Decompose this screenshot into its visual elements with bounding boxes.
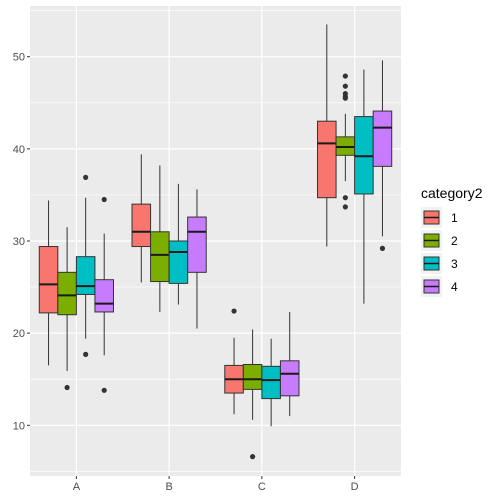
box-C-3 (261, 338, 281, 427)
y-tick-label: 10 (13, 420, 25, 432)
box-body (94, 279, 114, 313)
box-B-1 (131, 154, 152, 283)
y-tick-label: 40 (13, 144, 25, 156)
outlier-point (83, 351, 89, 357)
legend-label: 3 (451, 257, 458, 271)
box-body (187, 216, 207, 273)
outlier-point (83, 174, 89, 181)
box-C-2 (242, 329, 263, 460)
box-body (279, 360, 300, 397)
box-A-3 (75, 174, 96, 357)
outlier-point (342, 204, 348, 210)
box-body (131, 203, 152, 248)
x-tick-label: A (73, 481, 81, 493)
y-axis: 10 20 30 40 50 (13, 52, 30, 432)
outlier-point (250, 454, 256, 460)
box-D-4 (372, 60, 393, 251)
box-D-1 (317, 24, 337, 247)
x-tick-label: D (351, 481, 359, 493)
box-body (150, 231, 170, 283)
legend-title: category2 (421, 185, 483, 201)
y-tick-label: 50 (13, 52, 25, 64)
box-D-3 (354, 69, 374, 304)
outlier-point (64, 384, 70, 391)
box-body (242, 363, 263, 390)
legend-key-4: 4 (421, 276, 458, 297)
outlier-point (379, 245, 386, 251)
legend-key-2: 2 (421, 230, 458, 251)
box-body (317, 120, 337, 199)
box-body (75, 256, 96, 295)
box-body (168, 240, 189, 284)
box-series (38, 24, 393, 460)
x-tick-label: B (165, 481, 172, 493)
y-tick-label: 30 (13, 236, 25, 248)
box-A-1 (38, 200, 59, 366)
box-body (261, 365, 281, 400)
outlier-point (342, 83, 348, 89)
legend-key-3: 3 (421, 253, 458, 274)
legend-label: 2 (451, 234, 458, 248)
outlier-point (231, 308, 237, 314)
outlier-point (342, 195, 348, 201)
y-tick-label: 20 (13, 328, 25, 340)
outlier-point (342, 73, 348, 79)
x-tick-label: C (258, 481, 266, 493)
box-body (38, 246, 59, 314)
outlier-point (101, 196, 107, 203)
legend-label: 4 (451, 280, 458, 294)
outlier-point (342, 90, 348, 97)
box-A-2 (57, 227, 77, 391)
box-A-4 (94, 196, 114, 393)
box-B-4 (187, 189, 207, 329)
box-C-4 (279, 311, 300, 417)
box-B-2 (150, 165, 170, 312)
gridlines (30, 6, 401, 476)
box-D-2 (335, 73, 356, 210)
legend-label: 1 (451, 211, 458, 225)
box-body (372, 110, 393, 167)
outlier-point (101, 387, 107, 393)
box-body (57, 271, 77, 316)
legend: category2 1 2 3 4 (421, 185, 483, 297)
legend-key-1: 1 (421, 207, 458, 228)
x-axis: A B C D (73, 476, 359, 493)
